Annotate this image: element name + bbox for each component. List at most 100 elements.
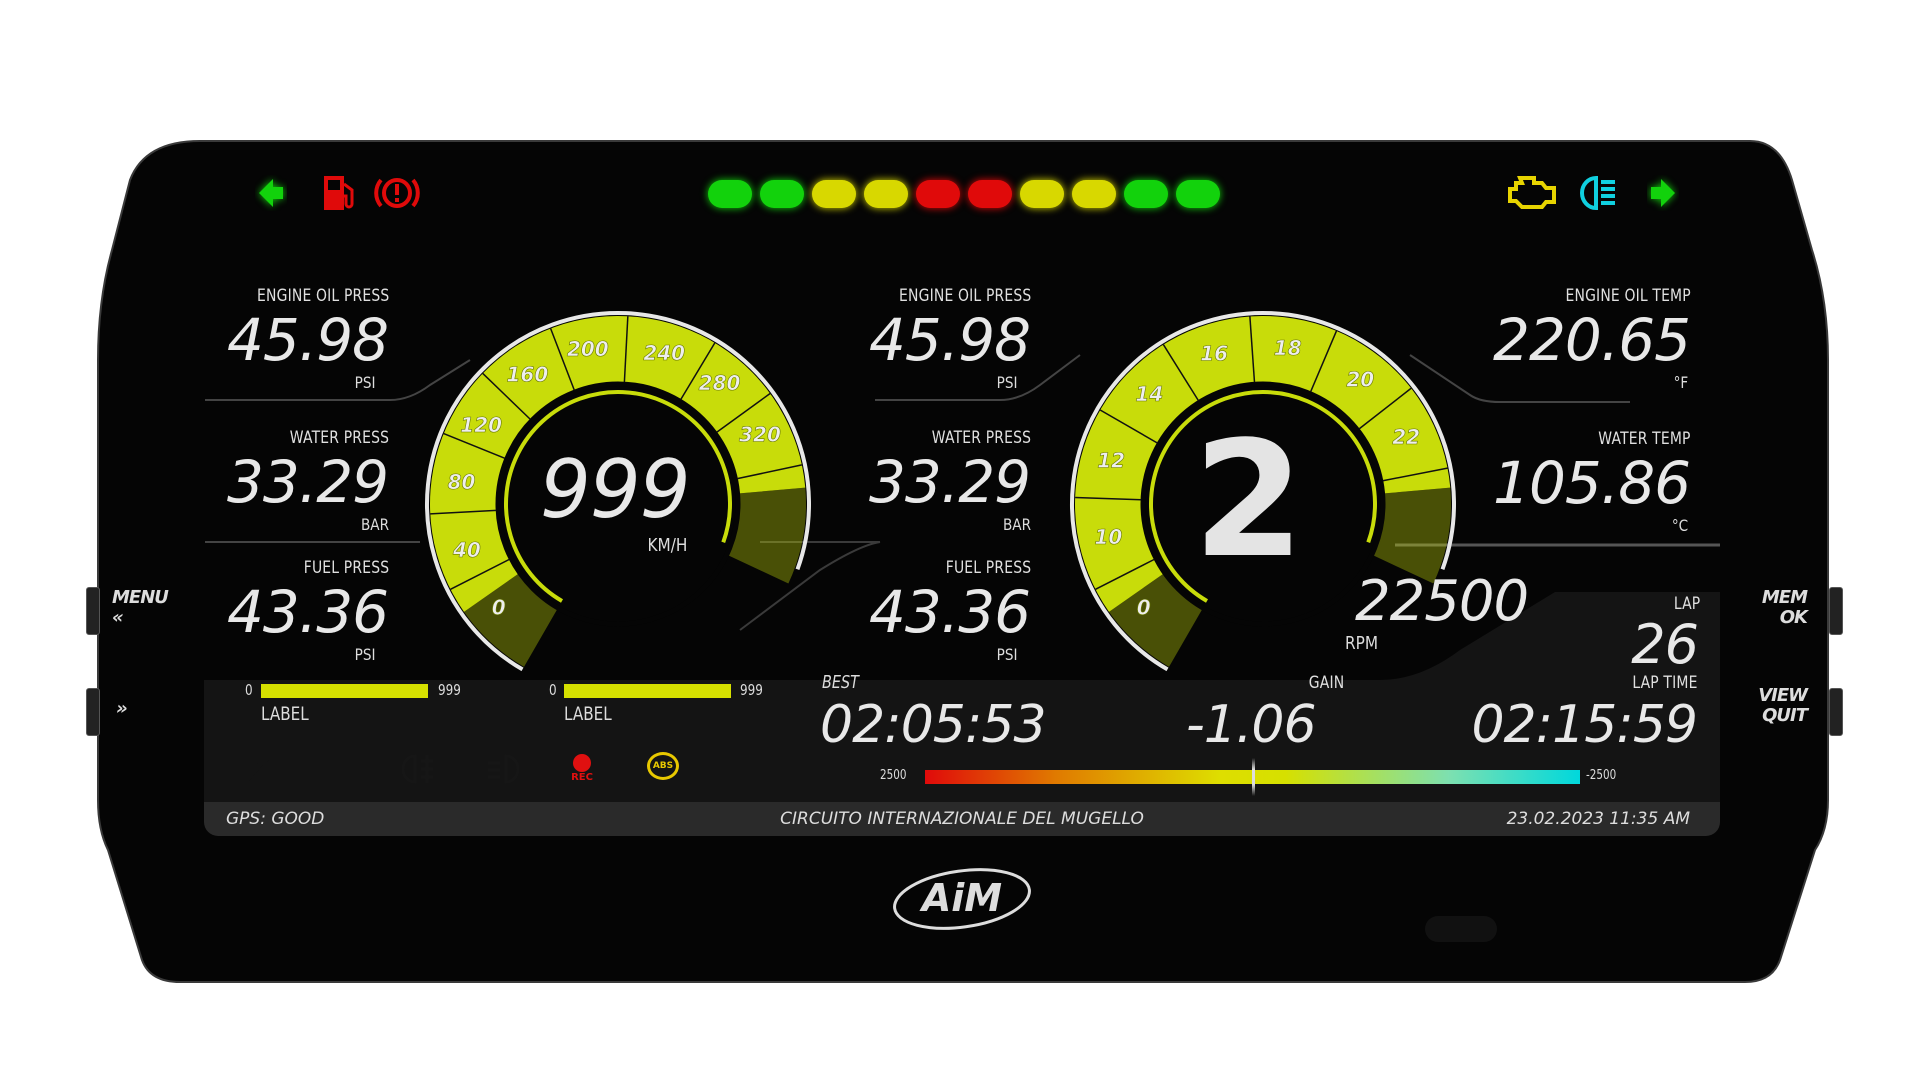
- bar-min: 0: [549, 681, 557, 699]
- shift-light: [760, 180, 804, 208]
- speed-gauge-tick: [482, 372, 531, 420]
- speed-gauge-tick: [443, 432, 506, 459]
- speed-gauge-inner-ring: [504, 390, 732, 603]
- best-label: BEST: [822, 672, 859, 693]
- gain-value: -1.06: [1186, 695, 1317, 755]
- speed-gauge-tick: [623, 316, 629, 383]
- lap-value: 26: [1631, 613, 1699, 676]
- water-press-label: WATER PRESS: [289, 428, 389, 448]
- engine-oil-temp-value: 220.65: [1493, 306, 1691, 374]
- water-press-unit: BAR: [360, 515, 389, 534]
- gear-gauge-center: [1140, 381, 1386, 627]
- speed-gauge-tick-label: 280: [699, 371, 741, 395]
- shift-light: [1176, 180, 1220, 208]
- speed-gauge-tick: [549, 328, 575, 391]
- gear-gauge: 0 10 12 14 16 18 20 22: [1070, 311, 1456, 672]
- rec-dot: [573, 754, 591, 772]
- speed-gauge: 0 40 80 120 160 200 240 280 320: [425, 311, 811, 672]
- low-fuel-icon: [324, 176, 354, 210]
- gear-value: 2: [1193, 406, 1305, 593]
- bar-fill: [564, 684, 731, 698]
- speed-gauge-arc-fade: [463, 573, 557, 667]
- fuel-press-unit: PSI: [355, 645, 376, 664]
- view-label: VIEW: [1758, 685, 1808, 706]
- gear-gauge-tick: [1099, 409, 1158, 444]
- light-sensor: [1425, 916, 1497, 942]
- water-temp-unit: °C: [1671, 516, 1688, 535]
- gear-gauge-tick: [1382, 467, 1448, 482]
- engine-oil-temp-label: ENGINE OIL TEMP: [1565, 286, 1691, 306]
- lap-time-value: 02:15:59: [1471, 695, 1698, 755]
- next-button-label[interactable]: »: [116, 699, 128, 719]
- bar-track: [261, 684, 428, 698]
- water-press-value: 33.29: [868, 448, 1031, 516]
- lap-time-label: LAP TIME: [1632, 673, 1698, 693]
- menu-side-button[interactable]: [86, 587, 100, 635]
- gear-gauge-arc: [1075, 315, 1451, 612]
- bar-track: [564, 684, 731, 698]
- brake-warning-icon: [374, 178, 420, 208]
- next-side-button[interactable]: [86, 688, 100, 736]
- date-time: 23.02.2023 11:35 AM: [1506, 809, 1690, 829]
- speed-gauge-arc: [430, 315, 806, 612]
- speed-gauge-tick-label: 120: [460, 413, 502, 437]
- wrench-icon: [249, 753, 269, 783]
- shift-light: [864, 180, 908, 208]
- fuel-press-value: 43.36: [868, 578, 1031, 646]
- shift-light: [1020, 180, 1064, 208]
- speed-gauge-tick-label: 80: [448, 470, 476, 494]
- fog-light-icon: [401, 754, 433, 784]
- speed-gauge-tick-label: 200: [567, 337, 609, 361]
- fuel-icon: [735, 756, 749, 783]
- shift-light: [968, 180, 1012, 208]
- engine-oil-press-unit: PSI: [997, 373, 1018, 392]
- water-press-label: WATER PRESS: [931, 428, 1031, 448]
- speed-gauge-tick-label: 40: [452, 538, 481, 562]
- fuel-press-label: FUEL PRESS: [303, 558, 389, 578]
- gain-bar-marker: [1251, 758, 1255, 796]
- speed-gauge-tick: [737, 464, 803, 480]
- bar-max: 999: [438, 681, 461, 699]
- mem-label: MEM: [1761, 587, 1808, 608]
- mem-ok-button-label[interactable]: MEM OK: [1742, 587, 1808, 628]
- aim-logo-text: AiM: [919, 876, 1002, 920]
- prev-label: «: [112, 607, 124, 628]
- speed-gauge-tick-label: 160: [506, 363, 548, 387]
- track-name: CIRCUITO INTERNAZIONALE DEL MUGELLO: [780, 809, 1144, 829]
- speed-gauge-tick: [450, 558, 510, 591]
- menu-button-label[interactable]: MENU «: [112, 587, 169, 628]
- speed-gauge-tick: [716, 392, 771, 433]
- gear-gauge-tick-label: 22: [1392, 425, 1420, 449]
- view-quit-button-label[interactable]: VIEW QUIT: [1742, 685, 1808, 726]
- gear-gauge-tick-label: 18: [1274, 336, 1302, 360]
- menu-label: MENU: [112, 587, 169, 608]
- shift-light: [1124, 180, 1168, 208]
- turn-left-arrow-icon: [259, 179, 283, 207]
- bar-fill: [261, 684, 428, 698]
- rpm-value: 22500: [1355, 569, 1529, 634]
- aim-logo: AiM: [893, 868, 1031, 930]
- abs-icon: ABS: [647, 752, 679, 780]
- speed-unit: KM/H: [647, 535, 688, 556]
- gain-bar-max: -2500: [1586, 768, 1617, 783]
- gear-gauge-rim: [1070, 311, 1456, 672]
- water-press-value: 33.29: [226, 448, 389, 516]
- gear-gauge-tick: [1075, 496, 1142, 501]
- engine-oil-press-unit: PSI: [355, 373, 376, 392]
- engine-oil-press-value: 45.98: [226, 306, 389, 374]
- gear-gauge-tick-label: 0: [1137, 596, 1151, 620]
- mem-ok-side-button[interactable]: [1829, 587, 1843, 635]
- view-quit-side-button[interactable]: [1829, 688, 1843, 736]
- engine-oil-temp-unit: °F: [1673, 373, 1688, 392]
- gear-gauge-tick-label: 14: [1135, 382, 1163, 406]
- water-temp-value: 105.86: [1493, 449, 1691, 517]
- engine-oil-press-label: ENGINE OIL PRESS: [898, 286, 1031, 306]
- bar-label: LABEL: [261, 703, 309, 725]
- fuel-press-value: 43.36: [226, 578, 389, 646]
- gear-gauge-tick-label: 12: [1097, 448, 1125, 472]
- ok-label: OK: [1779, 607, 1808, 628]
- speed-gauge-center: [495, 381, 741, 627]
- engine-oil-press-label: ENGINE OIL PRESS: [256, 286, 389, 306]
- fuel-press-unit: PSI: [997, 645, 1018, 664]
- speed-gauge-tick-label: 0: [492, 596, 506, 620]
